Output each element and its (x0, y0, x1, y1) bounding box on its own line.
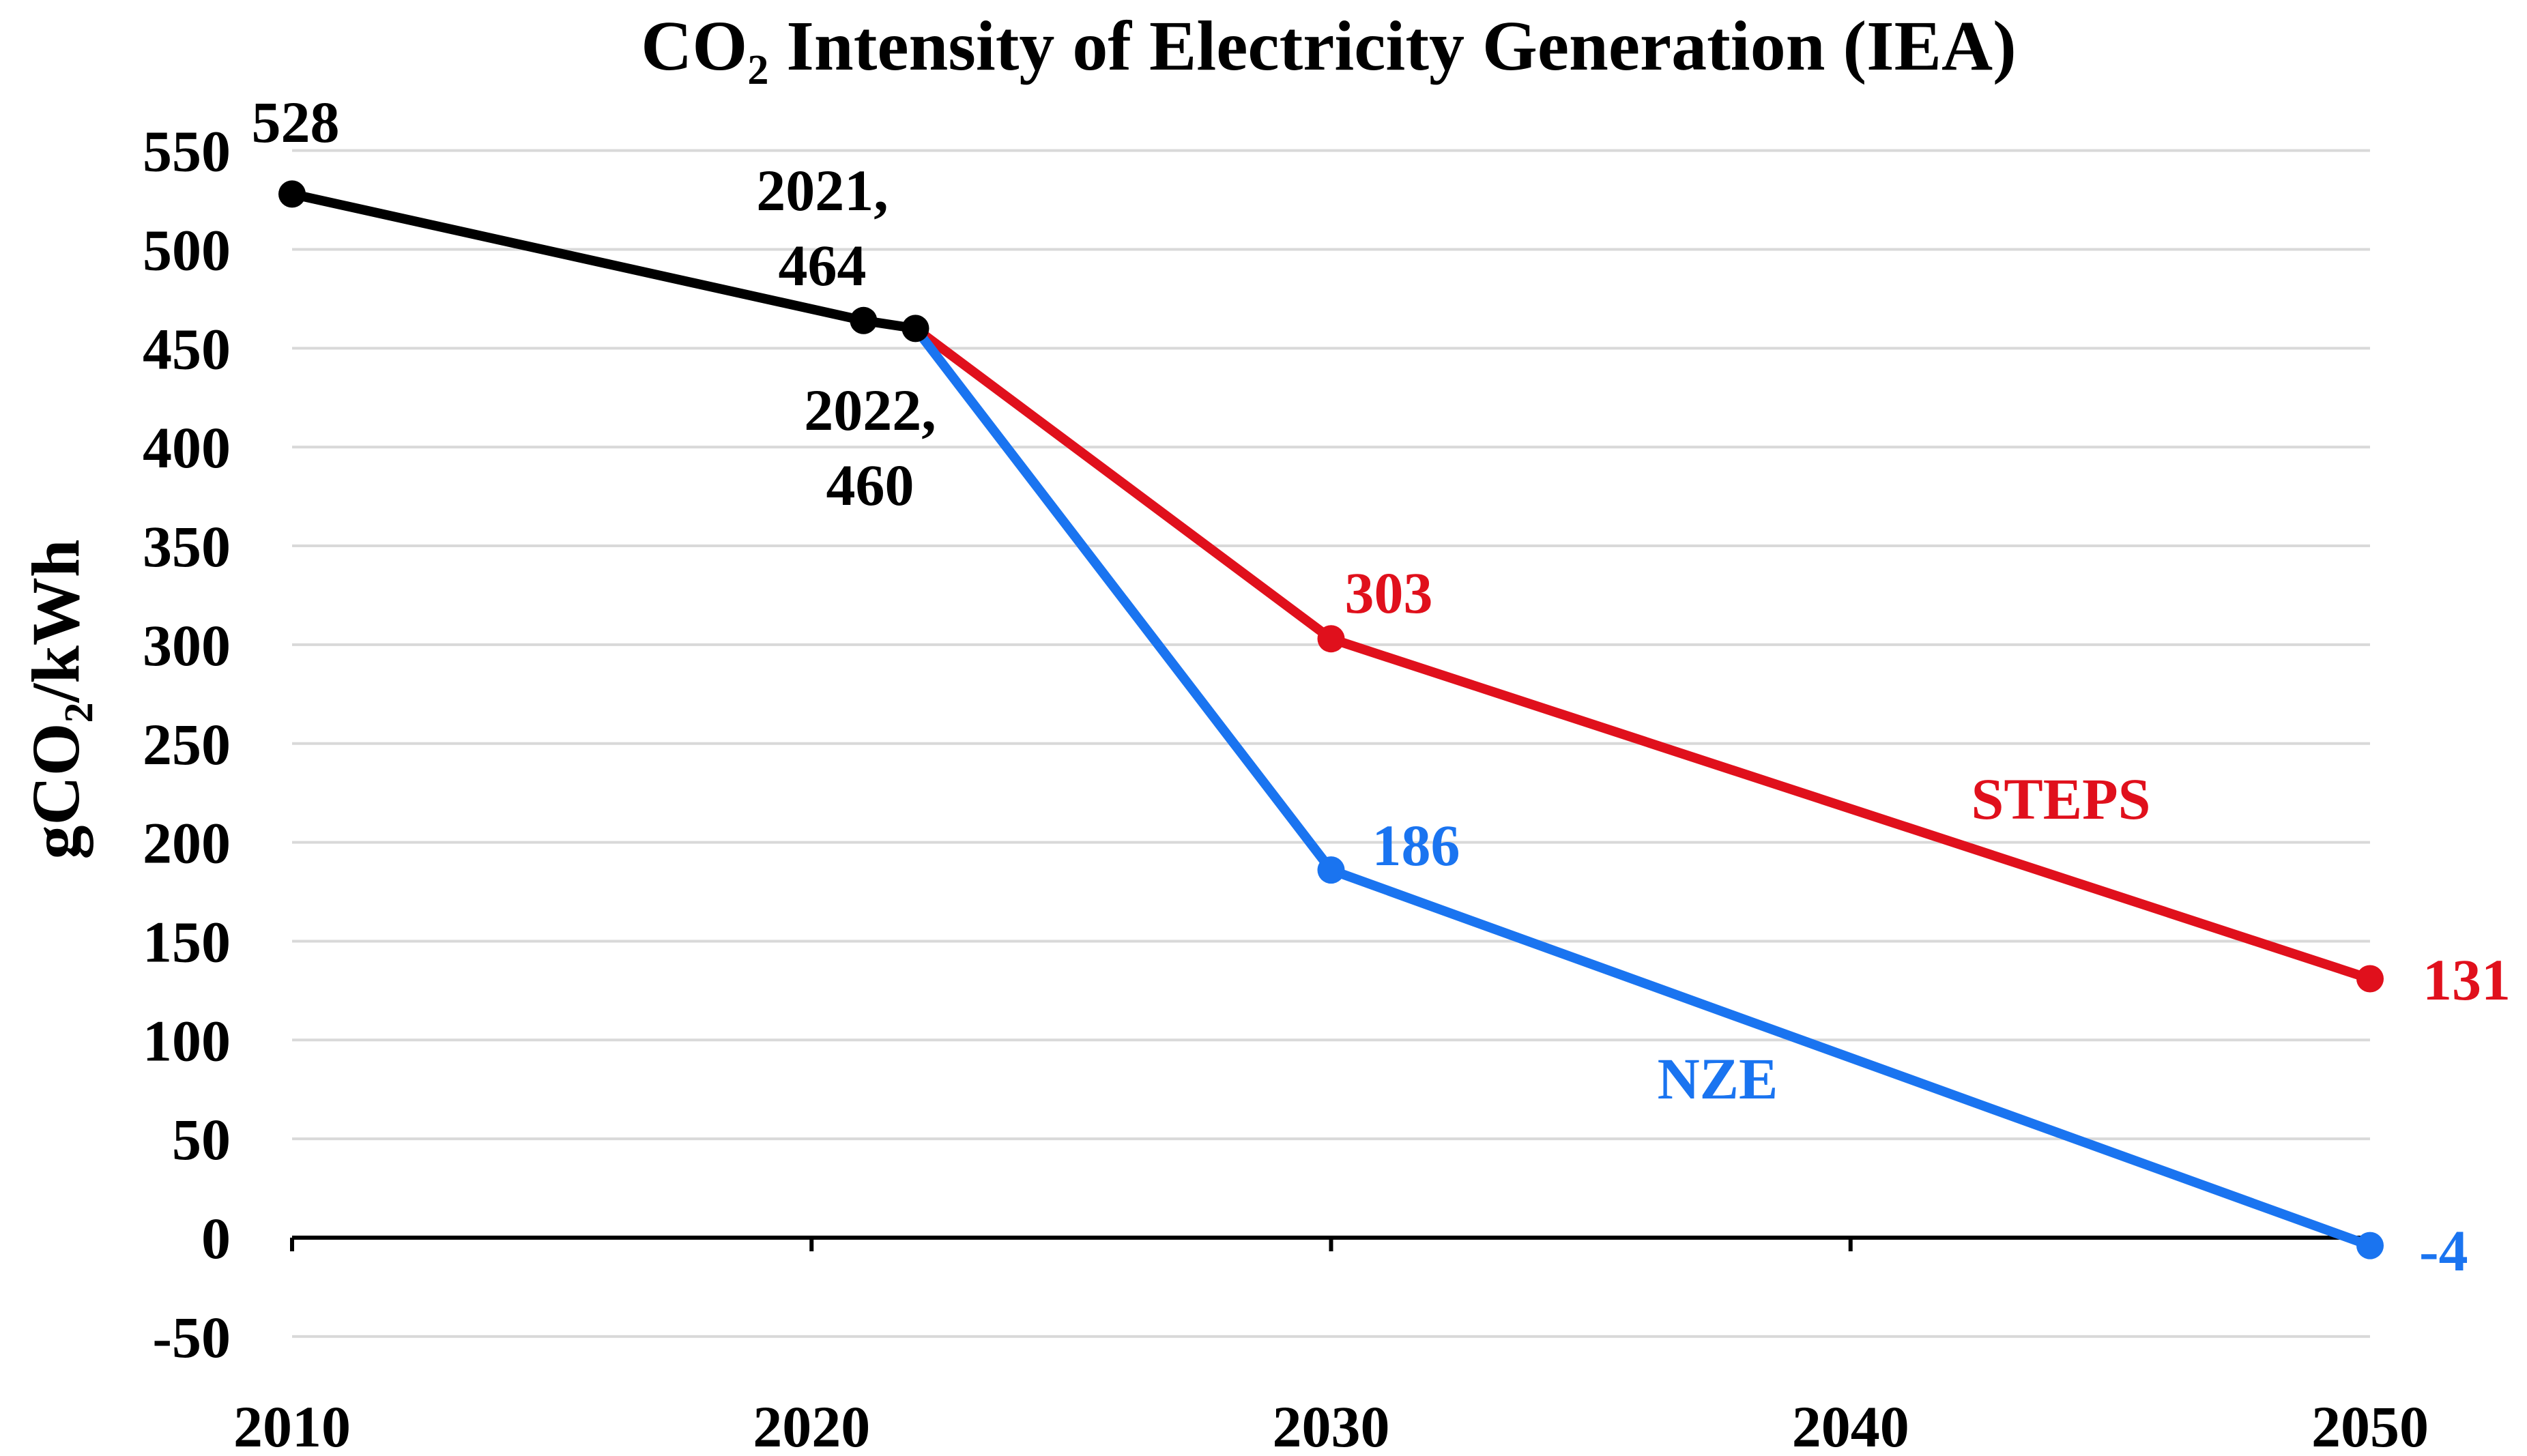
y-tick-label: 200 (143, 811, 231, 876)
y-tick-label: 400 (143, 415, 231, 480)
series-lines (287, 189, 2375, 1251)
y-axis-tick-labels: -50 0 50 100 150 200 250 300 350 400 450 500 550 (143, 119, 231, 1370)
x-axis (290, 1236, 2372, 1251)
data-point-nze (2356, 1232, 2384, 1260)
x-tick-label: 2040 (1792, 1394, 1909, 1456)
chart-title: CO₂ Intensity of Electricity Generation … (641, 7, 2017, 85)
y-tick-label: 350 (143, 514, 231, 579)
y-tick-label: 450 (143, 316, 231, 381)
y-tick-label: -50 (152, 1305, 231, 1370)
x-tick-label: 2020 (753, 1394, 870, 1456)
data-point-nze (1317, 856, 1345, 884)
y-tick-label: 0 (201, 1206, 231, 1271)
series-name-steps: STEPS (1972, 766, 2151, 832)
y-tick-label: 550 (143, 119, 231, 184)
gridlines (292, 149, 2370, 1338)
x-tick-label: 2030 (1273, 1394, 1390, 1456)
series-line-nze (910, 323, 2375, 1251)
label-steps-2030: 303 (1345, 560, 1433, 626)
y-tick-label: 100 (143, 1008, 231, 1073)
data-point-historical (850, 306, 878, 334)
y-tick-label: 300 (143, 613, 231, 678)
label-nze-2050: -4 (2419, 1218, 2468, 1283)
data-point-steps (2356, 965, 2384, 993)
x-tick-label: 2050 (2311, 1394, 2429, 1456)
label-steps-2050: 131 (2423, 947, 2511, 1013)
y-tick-label: 50 (172, 1107, 231, 1172)
x-axis-tick-labels: 2010 2020 2030 2040 2050 (233, 1394, 2429, 1456)
data-labels: 528 2021, 464 2022, 460 303 186 131 -4 STEPS NZE (252, 89, 2511, 1283)
label-2022: 2022, 460 (804, 377, 936, 518)
x-tick-label: 2010 (233, 1394, 351, 1456)
data-point-steps (1317, 625, 1345, 653)
data-points (278, 180, 2384, 1260)
data-point-historical (901, 315, 929, 343)
y-tick-label: 500 (143, 218, 231, 283)
label-2010: 528 (252, 89, 340, 155)
y-axis-label: gCO₂/kWh (18, 540, 93, 860)
data-point-historical (278, 180, 306, 208)
series-line-steps (910, 323, 2375, 984)
y-tick-label: 250 (143, 712, 231, 777)
label-nze-2030: 186 (1372, 813, 1460, 878)
label-2021: 2021, 464 (756, 158, 889, 298)
series-name-nze: NZE (1658, 1046, 1778, 1111)
y-tick-label: 150 (143, 909, 231, 974)
